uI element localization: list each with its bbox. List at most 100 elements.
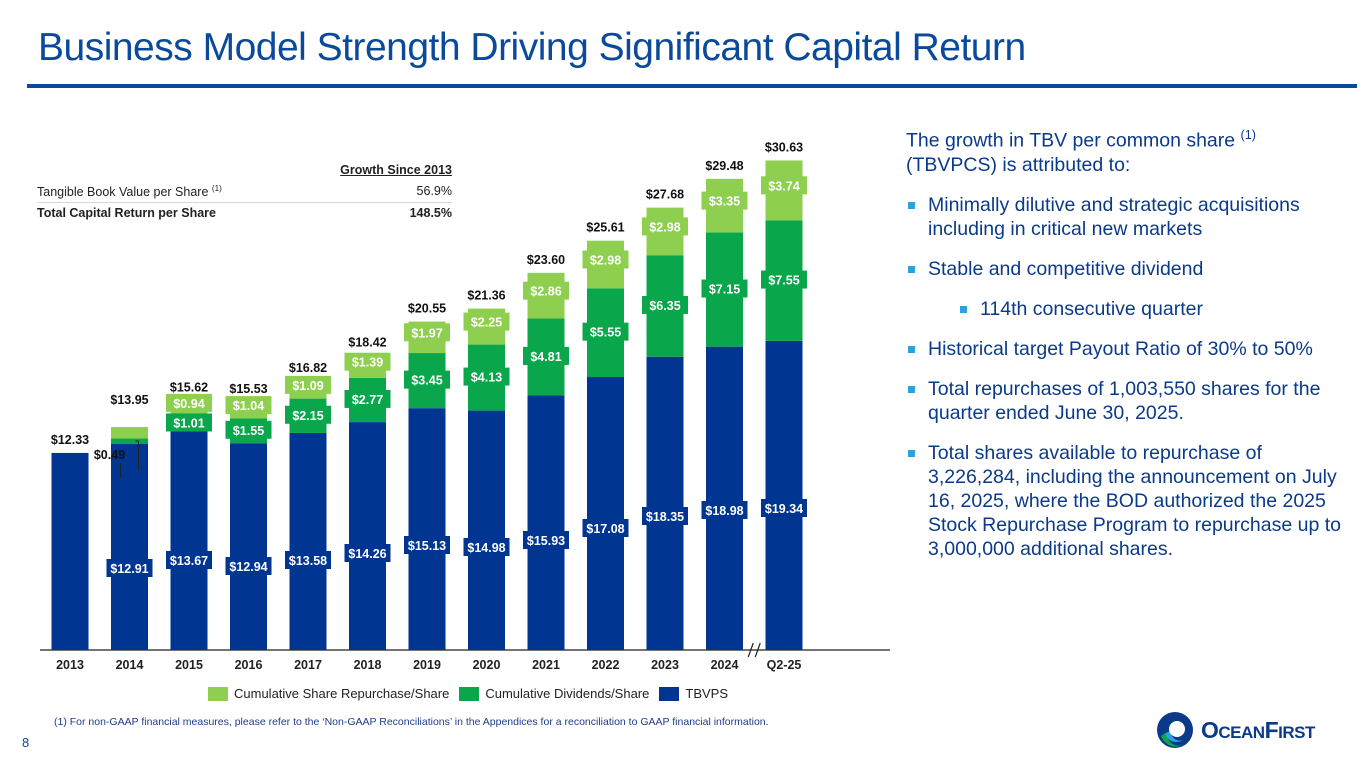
data-label: $17.08: [586, 522, 624, 536]
bar-segment-repurchase: [111, 427, 148, 439]
data-label: $6.35: [649, 299, 680, 313]
data-label-box: [701, 279, 748, 298]
x-tick-label: 2015: [175, 658, 203, 672]
row-label: Tangible Book Value per Share (1): [37, 184, 222, 200]
data-label: $2.98: [649, 220, 680, 234]
total-label: $21.36: [467, 289, 505, 303]
axis-break-mark: [747, 642, 754, 658]
data-label: $18.35: [646, 510, 684, 524]
bar-segment-tbvps: [408, 408, 446, 650]
data-label: $15.93: [527, 534, 565, 548]
bar-segment-tbvps: [706, 346, 743, 650]
data-label-box: [701, 501, 748, 519]
bar-segment-tbvps: [170, 431, 208, 650]
commentary-panel: The growth in TBV per common share (1) (…: [906, 123, 1346, 577]
row-value: 56.9%: [416, 184, 452, 198]
total-label: $15.62: [170, 380, 208, 394]
data-label-box: [344, 352, 391, 371]
data-label: $1.04: [233, 399, 264, 413]
stacked-bar-chart: $12.33 2013 $12.91 $13.95 2014 $13.67 $1.01 $0.…: [40, 140, 890, 672]
legend-item-tbvps: TBVPS: [659, 686, 728, 701]
x-tick-label: 2024: [711, 658, 739, 672]
data-label-box: [166, 393, 212, 412]
data-label-box: [642, 295, 688, 314]
legend-swatch: [659, 686, 680, 701]
bar-segment-dividends: [111, 438, 148, 444]
data-label-box: [582, 519, 629, 537]
bullet-item: Historical target Payout Ratio of 30% to…: [906, 337, 1346, 361]
total-label: $27.68: [646, 188, 684, 202]
data-label-box: [404, 370, 450, 389]
data-label: $13.67: [170, 554, 208, 568]
data-label-box: [344, 544, 391, 562]
x-tick-label: Q2-25: [767, 658, 802, 672]
data-label: $2.25: [471, 316, 502, 330]
data-label: $15.13: [408, 539, 446, 553]
data-label: $3.74: [768, 179, 799, 193]
data-label: $14.98: [467, 541, 505, 555]
data-label-box: [523, 281, 569, 300]
total-label: $13.95: [110, 393, 148, 407]
total-label: $29.48: [705, 159, 743, 173]
bar-segment-tbvps: [468, 410, 505, 650]
total-label: $20.55: [408, 302, 446, 316]
data-label-box: [225, 557, 272, 575]
data-label: $12.91: [110, 562, 148, 576]
data-label-box: [404, 536, 450, 554]
data-label-box: [761, 270, 807, 289]
bar-segment-tbvps: [289, 432, 327, 650]
data-label: $1.39: [352, 356, 383, 370]
x-tick-label: 2016: [235, 658, 263, 672]
data-label-box: [225, 396, 272, 415]
data-label-box: [285, 375, 331, 394]
data-label-box: [761, 176, 807, 195]
bar-segment-tbvps: [587, 377, 624, 650]
x-tick-label: 2023: [651, 658, 679, 672]
page-number: 8: [22, 735, 30, 750]
x-tick-label: 2018: [354, 658, 382, 672]
total-label: $16.82: [289, 361, 327, 375]
data-label-box: [642, 507, 688, 525]
total-label: $25.61: [586, 221, 624, 235]
x-tick-label: 2019: [413, 658, 441, 672]
bullet-item: Minimally dilutive and strategic acquisi…: [906, 193, 1346, 241]
x-tick-label: 2017: [294, 658, 322, 672]
data-label-box: [285, 551, 331, 569]
legend-swatch: [459, 686, 480, 701]
data-label: $14.26: [348, 547, 386, 561]
bullet-item: Stable and competitive dividend: [906, 257, 1346, 281]
data-label-box: [225, 420, 272, 439]
title-divider: [27, 84, 1357, 88]
data-label-box: [523, 531, 569, 549]
axis-break-mark: [754, 642, 761, 658]
bar-segment-tbvps: [230, 443, 267, 650]
data-label-box: [463, 367, 510, 386]
legend-item-repurchase: Cumulative Share Repurchase/Share: [208, 686, 449, 701]
data-label: $1.01: [173, 416, 204, 430]
data-label: $13.58: [289, 554, 327, 568]
chart-legend: Cumulative Share Repurchase/Share Cumula…: [208, 686, 738, 701]
data-label: $0.94: [173, 397, 204, 411]
bullet-item: Total shares available to repurchase of …: [906, 441, 1346, 561]
data-label: $1.09: [292, 379, 323, 393]
x-tick-label: 2022: [592, 658, 620, 672]
growth-table: Growth Since 2013 Tangible Book Value pe…: [37, 163, 452, 223]
bar-segment-tbvps: [765, 340, 803, 650]
total-label: $23.60: [527, 253, 565, 267]
data-label: $4.13: [471, 371, 502, 385]
legend-item-dividends: Cumulative Dividends/Share: [459, 686, 649, 701]
growth-table-header: Growth Since 2013: [340, 163, 452, 177]
data-label: $7.15: [709, 283, 740, 297]
logo-wordmark: OCEANFIRST: [1201, 716, 1315, 743]
total-label: $18.42: [348, 336, 386, 350]
growth-table-row: Tangible Book Value per Share (1) 56.9%: [37, 181, 452, 204]
total-label: $12.33: [51, 433, 89, 447]
x-tick-label: 2014: [116, 658, 144, 672]
growth-table-row: Total Capital Return per Share 148.5%: [37, 203, 452, 223]
row-label: Total Capital Return per Share: [37, 206, 216, 221]
data-label-box: [582, 250, 629, 269]
data-label-box: [106, 559, 153, 577]
oceanfirst-logo: OCEANFIRST: [1155, 710, 1315, 750]
footnote: (1) For non-GAAP financial measures, ple…: [54, 716, 769, 728]
data-label-box: [344, 389, 391, 408]
